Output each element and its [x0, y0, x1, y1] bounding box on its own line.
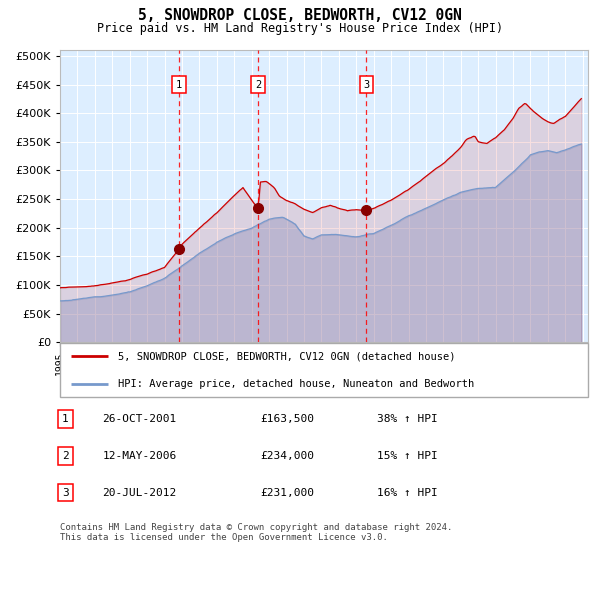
Text: 3: 3 [62, 487, 68, 497]
Text: £234,000: £234,000 [260, 451, 314, 461]
Text: Contains HM Land Registry data © Crown copyright and database right 2024.
This d: Contains HM Land Registry data © Crown c… [60, 523, 452, 542]
Text: 12-MAY-2006: 12-MAY-2006 [102, 451, 176, 461]
Text: 20-JUL-2012: 20-JUL-2012 [102, 487, 176, 497]
Text: 3: 3 [363, 80, 370, 90]
Text: 15% ↑ HPI: 15% ↑ HPI [377, 451, 437, 461]
Text: 16% ↑ HPI: 16% ↑ HPI [377, 487, 437, 497]
Text: £231,000: £231,000 [260, 487, 314, 497]
Text: 26-OCT-2001: 26-OCT-2001 [102, 414, 176, 424]
Text: 2: 2 [62, 451, 68, 461]
Text: 5, SNOWDROP CLOSE, BEDWORTH, CV12 0GN (detached house): 5, SNOWDROP CLOSE, BEDWORTH, CV12 0GN (d… [118, 351, 455, 361]
FancyBboxPatch shape [60, 343, 588, 397]
Text: £163,500: £163,500 [260, 414, 314, 424]
Text: Price paid vs. HM Land Registry's House Price Index (HPI): Price paid vs. HM Land Registry's House … [97, 22, 503, 35]
Text: 1: 1 [62, 414, 68, 424]
Text: HPI: Average price, detached house, Nuneaton and Bedworth: HPI: Average price, detached house, Nune… [118, 379, 475, 389]
Text: 1: 1 [176, 80, 182, 90]
Text: 5, SNOWDROP CLOSE, BEDWORTH, CV12 0GN: 5, SNOWDROP CLOSE, BEDWORTH, CV12 0GN [138, 8, 462, 22]
Text: 38% ↑ HPI: 38% ↑ HPI [377, 414, 437, 424]
Text: 2: 2 [255, 80, 262, 90]
